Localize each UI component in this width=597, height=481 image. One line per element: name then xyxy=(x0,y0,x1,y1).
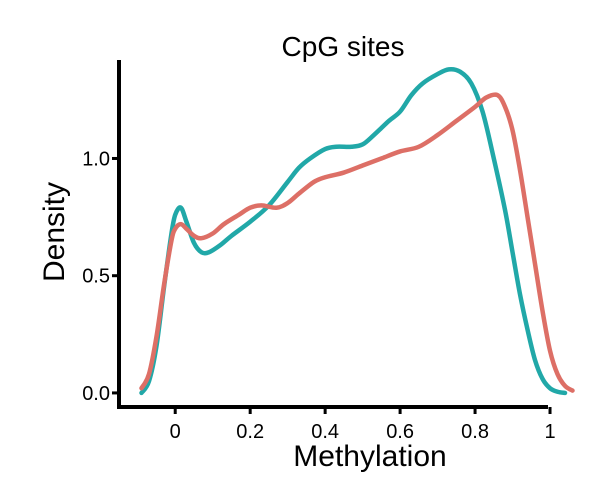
x-tick-label: 1 xyxy=(544,421,555,443)
density-line-1 xyxy=(139,67,568,396)
x-tick-label: 0.2 xyxy=(236,421,264,443)
density-line-2 xyxy=(139,92,575,393)
y-axis-ticks: 0.0 0.5 1.0 xyxy=(82,148,119,405)
series-layer xyxy=(139,67,575,396)
chart-title: CpG sites xyxy=(282,31,405,62)
x-tick-label: 0 xyxy=(170,421,181,443)
x-axis-title: Methylation xyxy=(293,440,446,473)
y-tick-label: 0.5 xyxy=(82,266,110,288)
y-tick-label: 1.0 xyxy=(82,148,110,170)
x-axis-ticks: 0 0.2 0.4 0.6 0.8 1 xyxy=(170,407,556,443)
x-tick-label: 0.4 xyxy=(311,421,339,443)
y-axis-title: Density xyxy=(38,182,71,282)
x-tick-label: 0.6 xyxy=(386,421,414,443)
x-tick-label: 0.8 xyxy=(461,421,489,443)
y-tick-label: 0.0 xyxy=(82,383,110,405)
